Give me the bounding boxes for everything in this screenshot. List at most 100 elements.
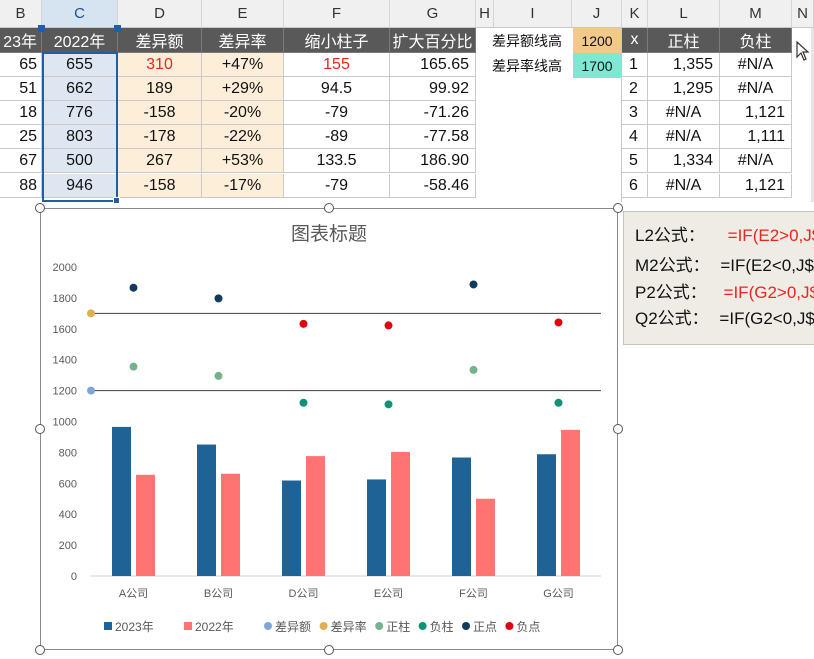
table-cell-col-b-row6[interactable]: 67: [0, 149, 42, 173]
table-cell-col-b-row2[interactable]: 65: [0, 53, 42, 77]
points-cell-col-l-row2[interactable]: 1,355: [648, 53, 720, 77]
chart-resize-handle-tl[interactable]: [35, 203, 45, 213]
points-cell-col-k-row4[interactable]: 3: [622, 101, 648, 125]
table-cell-col-e-row7[interactable]: -17%: [202, 174, 284, 198]
y-tick-label-1000: 1000: [53, 417, 77, 429]
selection-top-handle[interactable]: [38, 25, 45, 32]
table-cell-col-f-row6[interactable]: 133.5: [284, 149, 390, 173]
points-cell-col-m-row7[interactable]: 1,121: [720, 174, 792, 198]
cell-selection-outline[interactable]: [42, 52, 118, 202]
table-header-col-g[interactable]: 扩大百分比: [390, 28, 476, 53]
points-cell-col-l-row4[interactable]: #N/A: [648, 101, 720, 125]
chart-resize-handle-tr[interactable]: [613, 203, 623, 213]
column-header-I[interactable]: I: [494, 0, 572, 28]
table-header-col-f[interactable]: 缩小柱子: [284, 28, 390, 53]
points-cell-col-k-row5[interactable]: 4: [622, 125, 648, 149]
table-cell-col-c-row6[interactable]: 500: [42, 149, 118, 173]
selection-fill-handle[interactable]: [113, 197, 120, 204]
legend-swatch-5: [418, 622, 427, 630]
table-cell-col-d-row5[interactable]: -178: [118, 125, 202, 149]
table-cell-col-b-row4[interactable]: 18: [0, 101, 42, 125]
table-cell-col-g-row5[interactable]: -77.58: [390, 125, 476, 149]
diff-rate-label[interactable]: 差异率线高: [492, 57, 562, 74]
table-cell-col-f-row7[interactable]: -79: [284, 174, 390, 198]
diff-amount-value[interactable]: 1200: [573, 28, 621, 53]
column-header-J[interactable]: J: [572, 0, 622, 28]
chart-resize-handle-br[interactable]: [613, 645, 623, 655]
bar-2022-4: [476, 498, 495, 576]
table-cell-col-f-row3[interactable]: 94.5: [284, 77, 390, 101]
column-header-M[interactable]: M: [720, 0, 792, 28]
table-cell-col-f-row5[interactable]: -89: [284, 125, 390, 149]
table-cell-col-e-row3[interactable]: +29%: [202, 77, 284, 101]
table-cell-col-d-row2[interactable]: 310: [118, 53, 202, 77]
table-cell-col-c-row4[interactable]: 776: [42, 101, 118, 125]
table-cell-col-c-row3[interactable]: 662: [42, 77, 118, 101]
table-cell-col-e-row5[interactable]: -22%: [202, 125, 284, 149]
table-header-col-b[interactable]: 23年: [0, 28, 42, 53]
formula-note-box[interactable]: L2公式： =IF(E2>0,J$ M2公式： =IF(E2<0,J$ P2公式…: [623, 211, 814, 345]
chart-resize-handle-bl[interactable]: [35, 645, 45, 655]
table-header-col-e[interactable]: 差异率: [202, 28, 284, 53]
points-cell-col-l-row3[interactable]: 1,295: [648, 77, 720, 101]
column-header-E[interactable]: E: [202, 0, 284, 28]
diff-rate-value[interactable]: 1700: [573, 53, 621, 78]
points-cell-col-m-row5[interactable]: 1,111: [720, 125, 792, 149]
chart-resize-handle-mr[interactable]: [613, 424, 623, 434]
table-cell-col-b-row5[interactable]: 25: [0, 125, 42, 149]
selection-top-handle-right[interactable]: [114, 25, 121, 32]
points-header-col-m[interactable]: 负柱: [720, 28, 792, 53]
table-cell-col-e-row6[interactable]: +53%: [202, 149, 284, 173]
chart-resize-handle-bm[interactable]: [324, 645, 334, 655]
point-1-5: [554, 398, 563, 407]
table-cell-col-d-row7[interactable]: -158: [118, 174, 202, 198]
table-header-col-c[interactable]: 2022年: [42, 28, 118, 53]
table-cell-col-g-row6[interactable]: 186.90: [390, 149, 476, 173]
table-cell-col-b-row3[interactable]: 51: [0, 77, 42, 101]
points-cell-col-m-row4[interactable]: 1,121: [720, 101, 792, 125]
column-header-N[interactable]: N: [792, 0, 814, 28]
table-cell-col-d-row4[interactable]: -158: [118, 101, 202, 125]
column-header-G[interactable]: G: [390, 0, 476, 28]
column-header-L[interactable]: L: [648, 0, 720, 28]
points-header-col-l[interactable]: 正柱: [648, 28, 720, 53]
points-cell-col-k-row7[interactable]: 6: [622, 174, 648, 198]
points-cell-col-l-row6[interactable]: 1,334: [648, 149, 720, 173]
points-cell-col-k-row2[interactable]: 1: [622, 53, 648, 77]
diff-amount-label[interactable]: 差异额线高: [492, 32, 562, 49]
points-cell-col-k-row3[interactable]: 2: [622, 77, 648, 101]
table-cell-col-c-row5[interactable]: 803: [42, 125, 118, 149]
chart-resize-handle-ml[interactable]: [35, 424, 45, 434]
table-cell-col-g-row3[interactable]: 99.92: [390, 77, 476, 101]
table-cell-col-g-row4[interactable]: -71.26: [390, 101, 476, 125]
point-3-3: [384, 321, 393, 330]
points-header-col-k[interactable]: x: [622, 28, 648, 53]
chart-resize-handle-tm[interactable]: [324, 203, 334, 213]
table-cell-col-d-row3[interactable]: 189: [118, 77, 202, 101]
table-cell-col-c-row7[interactable]: 946: [42, 174, 118, 198]
points-cell-col-m-row6[interactable]: #N/A: [720, 149, 792, 173]
table-cell-col-b-row7[interactable]: 88: [0, 174, 42, 198]
column-header-F[interactable]: F: [284, 0, 390, 28]
table-cell-col-f-row4[interactable]: -79: [284, 101, 390, 125]
column-header-B[interactable]: B: [0, 0, 42, 28]
column-header-H[interactable]: H: [476, 0, 494, 28]
chart-area[interactable]: 图表标题 0 200 400 600 800 1000 1200 1400 1600 1800 200…: [40, 208, 618, 650]
column-header-C[interactable]: C: [42, 0, 118, 28]
table-header-col-d[interactable]: 差异额: [118, 28, 202, 53]
points-cell-col-k-row6[interactable]: 5: [622, 149, 648, 173]
table-cell-col-c-row2[interactable]: 655: [42, 53, 118, 77]
table-cell-col-g-row2[interactable]: 165.65: [390, 53, 476, 77]
point-2-0: [129, 283, 138, 292]
column-header-K[interactable]: K: [622, 0, 648, 28]
points-cell-col-m-row3[interactable]: #N/A: [720, 77, 792, 101]
points-cell-col-l-row5[interactable]: #N/A: [648, 125, 720, 149]
points-cell-col-l-row7[interactable]: #N/A: [648, 174, 720, 198]
table-cell-col-g-row7[interactable]: -58.46: [390, 174, 476, 198]
table-cell-col-f-row2[interactable]: 155: [284, 53, 390, 77]
points-cell-col-m-row2[interactable]: #N/A: [720, 53, 792, 77]
table-cell-col-e-row4[interactable]: -20%: [202, 101, 284, 125]
column-header-D[interactable]: D: [118, 0, 202, 28]
table-cell-col-d-row6[interactable]: 267: [118, 149, 202, 173]
table-cell-col-e-row2[interactable]: +47%: [202, 53, 284, 77]
